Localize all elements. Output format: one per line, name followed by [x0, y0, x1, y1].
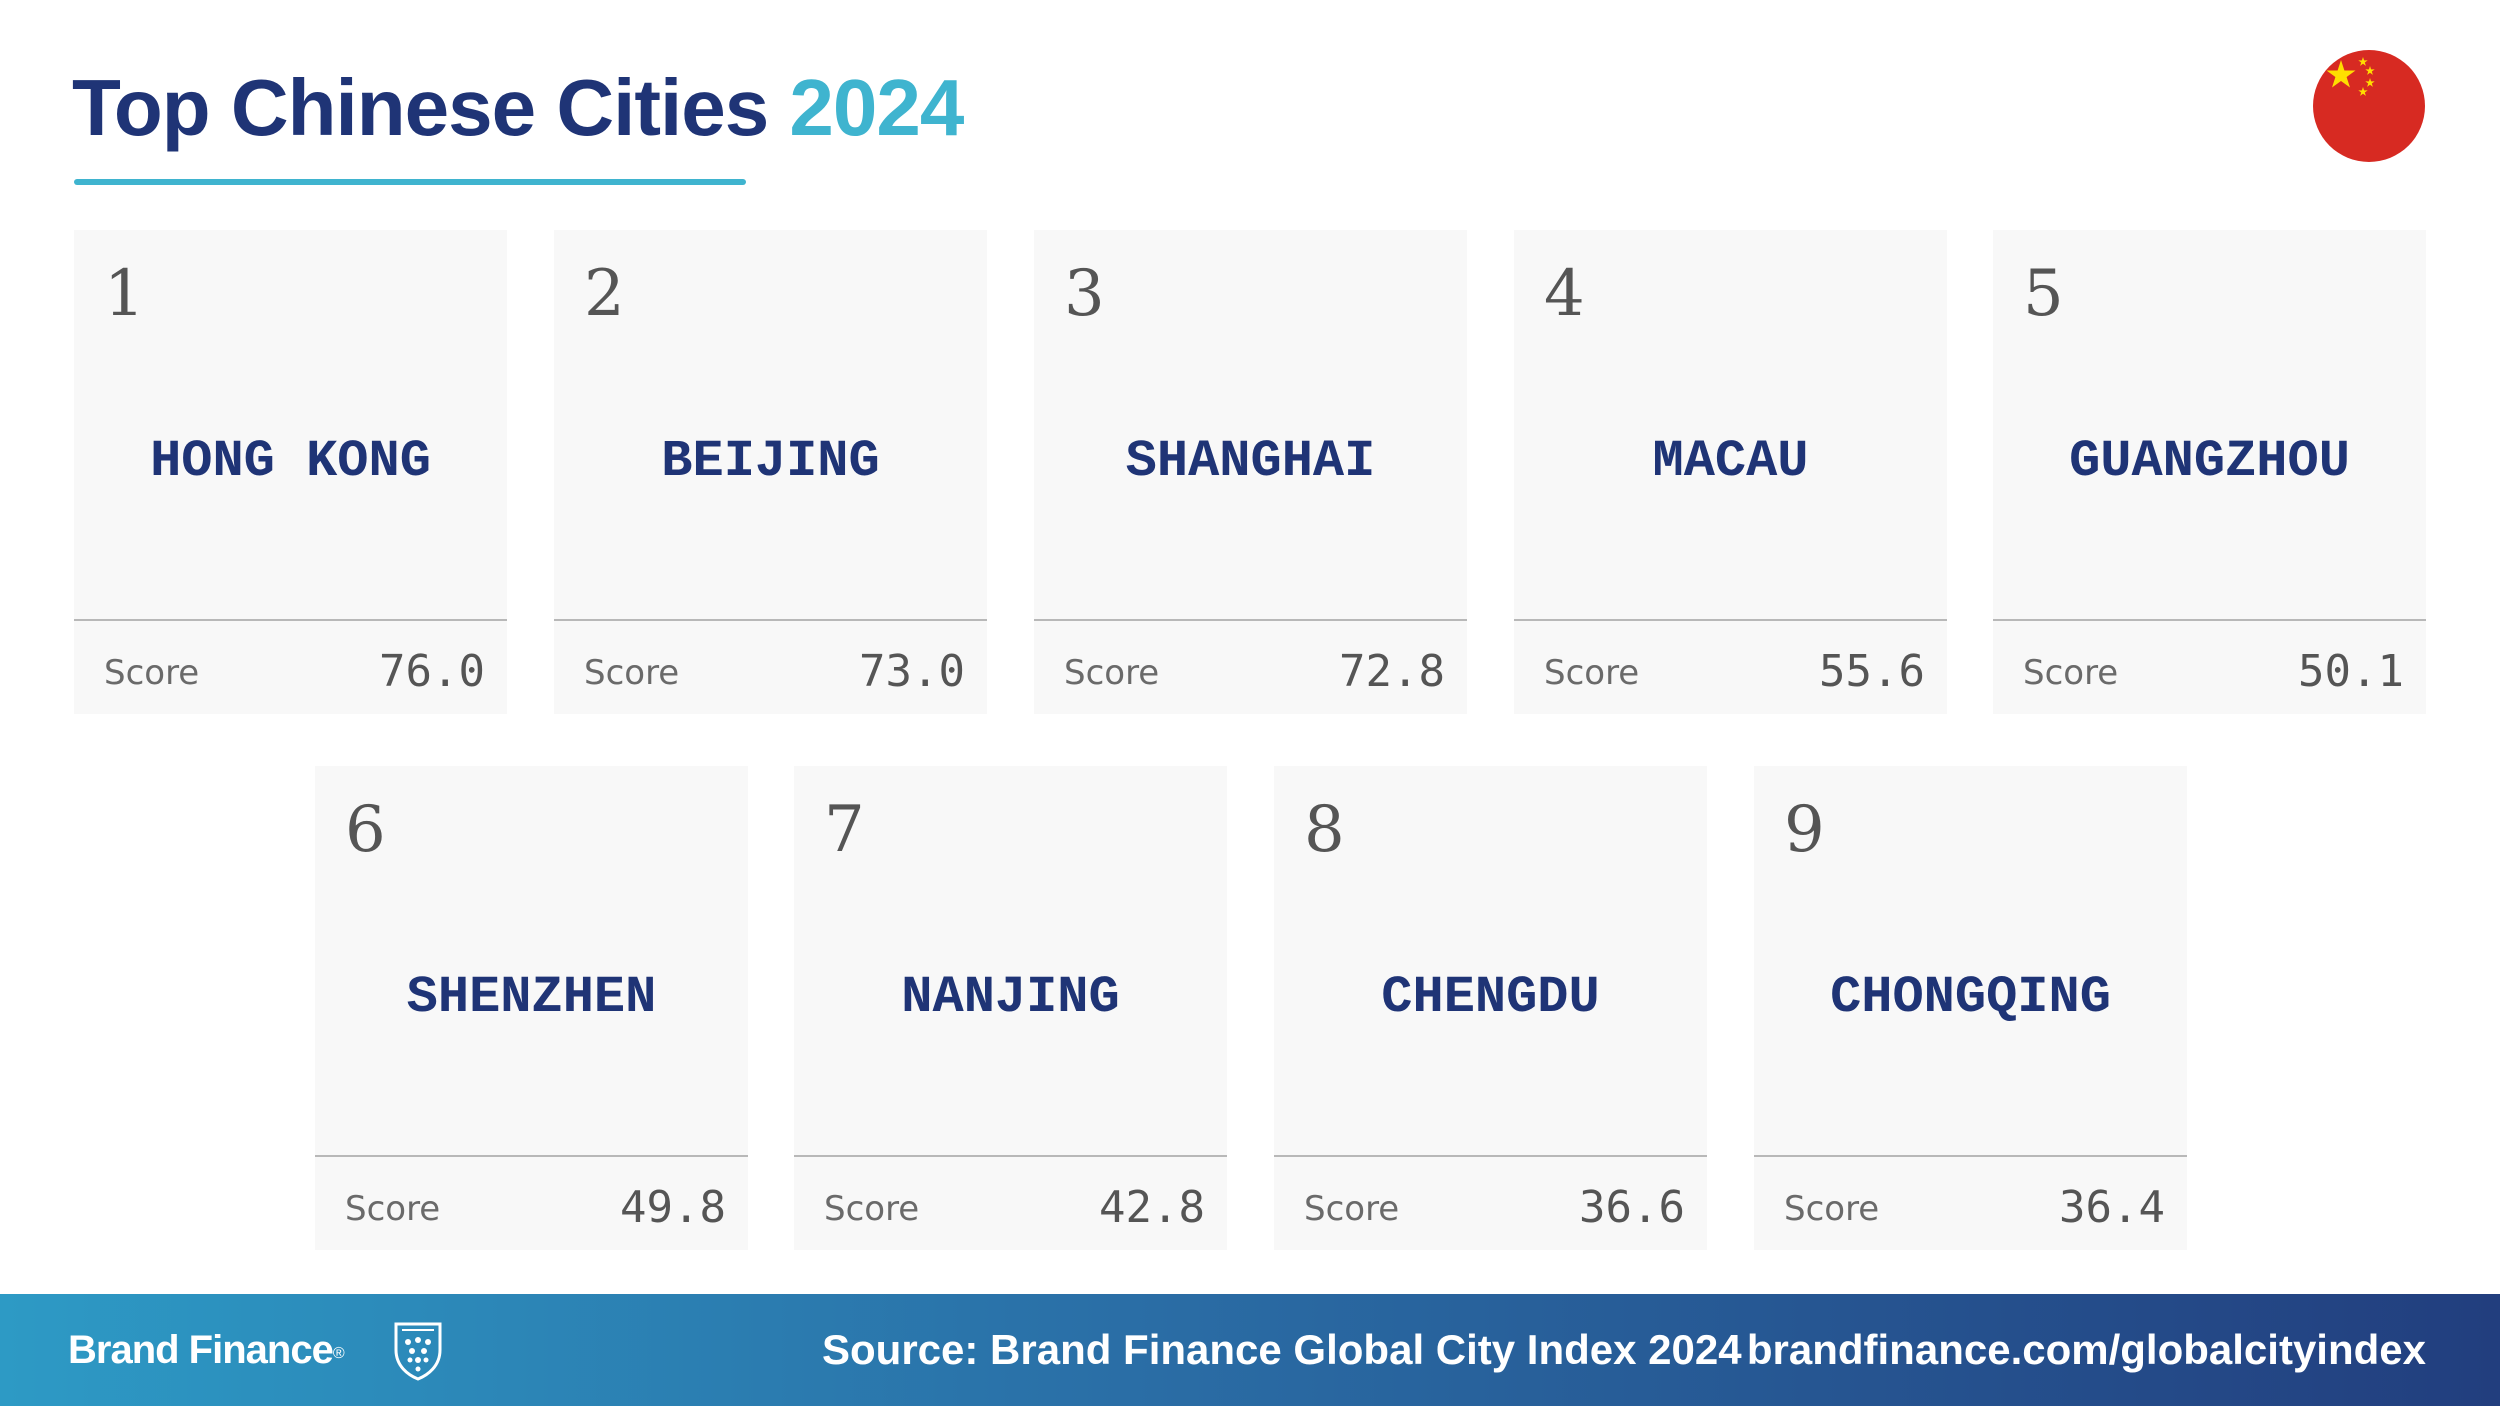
rank-number: 6 — [345, 793, 386, 867]
rank-number: 2 — [584, 257, 625, 331]
score-value: 55.6 — [1819, 646, 1925, 697]
city-card: 6 SHENZHEN Score 49.8 — [315, 766, 748, 1250]
card-divider — [794, 1155, 1227, 1157]
city-name: MACAU — [1652, 432, 1809, 491]
china-flag-icon — [2313, 50, 2425, 162]
source-text: Source: Brand Finance Global City Index … — [822, 1326, 1742, 1373]
brand-finance-shield-icon — [394, 1322, 442, 1381]
city-card: 4 MACAU Score 55.6 — [1514, 230, 1947, 714]
city-card: 5 GUANGZHOU Score 50.1 — [1993, 230, 2426, 714]
city-card: 2 BEIJING Score 73.0 — [554, 230, 987, 714]
rank-number: 9 — [1784, 793, 1825, 867]
city-name: CHONGQING — [1830, 968, 2111, 1027]
card-divider — [1274, 1155, 1707, 1157]
score-label: Score — [824, 1189, 920, 1229]
brand-logo: Brand Finance® — [68, 1326, 345, 1374]
score-value: 42.8 — [1099, 1182, 1205, 1233]
card-divider — [1514, 619, 1947, 621]
city-name: NANJING — [901, 968, 1120, 1027]
score-label: Score — [584, 653, 680, 693]
title-text: Top Chinese Cities — [72, 63, 769, 152]
score-value: 72.8 — [1339, 646, 1445, 697]
city-name: SHENZHEN — [406, 968, 657, 1027]
score-value: 36.4 — [2059, 1182, 2165, 1233]
score-value: 36.6 — [1579, 1182, 1685, 1233]
card-divider — [554, 619, 987, 621]
city-name: GUANGZHOU — [2069, 432, 2350, 491]
score-label: Score — [2023, 653, 2119, 693]
title-year: 2024 — [789, 63, 964, 152]
rank-number: 4 — [1544, 257, 1585, 331]
city-name: BEIJING — [661, 432, 880, 491]
city-name: CHENGDU — [1381, 968, 1600, 1027]
rank-number: 5 — [2023, 257, 2064, 331]
title-underline — [74, 179, 746, 185]
card-divider — [1993, 619, 2426, 621]
page-title: Top Chinese Cities 2024 — [72, 58, 964, 158]
city-card: 8 CHENGDU Score 36.6 — [1274, 766, 1707, 1250]
website-link[interactable]: brandfinance.com/globalcityindex — [1746, 1326, 2426, 1373]
score-label: Score — [1304, 1189, 1400, 1229]
rank-number: 8 — [1304, 793, 1345, 867]
score-value: 73.0 — [859, 646, 965, 697]
registered-mark: ® — [332, 1345, 345, 1362]
score-label: Score — [1544, 653, 1640, 693]
card-divider — [1034, 619, 1467, 621]
score-label: Score — [345, 1189, 441, 1229]
score-value: 49.8 — [620, 1182, 726, 1233]
footer-bar: Brand Finance® Source: Brand Finance Glo… — [0, 1294, 2500, 1406]
card-divider — [74, 619, 507, 621]
city-card: 3 SHANGHAI Score 72.8 — [1034, 230, 1467, 714]
city-name: SHANGHAI — [1125, 432, 1376, 491]
score-value: 76.0 — [379, 646, 485, 697]
rank-number: 7 — [824, 793, 865, 867]
city-name: HONG KONG — [150, 432, 431, 491]
score-label: Score — [104, 653, 200, 693]
city-card: 1 HONG KONG Score 76.0 — [74, 230, 507, 714]
city-card: 7 NANJING Score 42.8 — [794, 766, 1227, 1250]
score-value: 50.1 — [2298, 646, 2404, 697]
rank-number: 3 — [1064, 257, 1105, 331]
brand-name: Brand Finance — [68, 1328, 334, 1372]
card-divider — [1754, 1155, 2187, 1157]
score-label: Score — [1784, 1189, 1880, 1229]
rank-number: 1 — [104, 257, 145, 331]
score-label: Score — [1064, 653, 1160, 693]
card-divider — [315, 1155, 748, 1157]
city-card: 9 CHONGQING Score 36.4 — [1754, 766, 2187, 1250]
